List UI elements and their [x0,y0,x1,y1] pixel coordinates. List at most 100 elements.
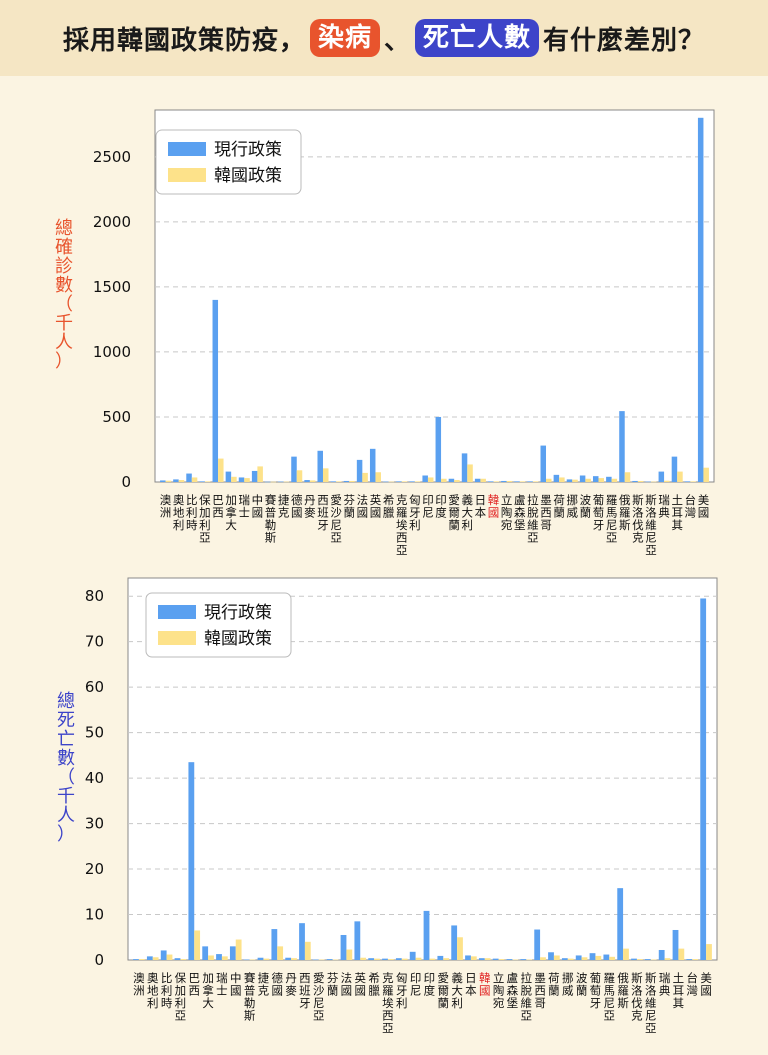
x-tick-label: 立陶宛 [501,493,513,532]
bar-korea-22 [443,958,450,960]
x-tick-label: 日本 [475,493,487,520]
bar-current-13 [312,959,319,961]
bar-current-16 [369,448,376,482]
x-tick-label: 印尼 [422,493,434,520]
x-tick-label: 日本 [465,971,477,998]
x-tick-label: 匈牙利 [409,493,421,532]
title-separator: 、 [383,25,411,56]
bar-current-7 [251,470,258,482]
x-tick-label: 斯洛伐克 [631,971,643,1023]
x-tick-label: 巴西 [189,971,201,998]
x-tick-label: 澳洲 [133,971,145,998]
x-tick-label: 韓國 [488,493,500,520]
bar-current-28 [520,959,527,960]
bar-korea-38 [664,958,671,960]
bar-current-17 [368,958,375,960]
bar-korea-31 [567,958,574,960]
x-tick-label: 奧地利 [173,493,185,532]
x-tick-label: 加拿大 [202,971,214,1010]
x-tick-label: 美國 [698,493,710,520]
bar-current-2 [160,950,167,960]
bar-current-31 [561,958,568,960]
bar-current-10 [291,456,297,482]
bar-current-26 [501,480,507,482]
bar-korea-13 [318,959,325,961]
x-tick-label: 愛爾蘭 [438,971,450,1010]
bar-current-14 [326,959,333,960]
bar-current-0 [133,959,139,960]
x-tick-label: 愛沙尼亞 [313,971,325,1023]
x-tick-label: 印尼 [410,971,422,998]
bar-current-28 [527,481,533,482]
bar-korea-25 [493,481,500,482]
bar-korea-2 [191,477,198,482]
bar-korea-31 [572,479,578,482]
bar-korea-24 [470,956,477,960]
x-tick-label: 賽普勒斯 [265,493,277,545]
x-tick-label: 斯洛維尼亞 [645,971,657,1035]
bar-current-16 [354,921,361,960]
bar-current-22 [448,478,455,482]
bar-korea-17 [374,958,380,960]
bar-korea-6 [244,478,250,482]
legend-label: 現行政策 [214,140,282,160]
x-tick-label: 德國 [291,493,303,520]
bar-korea-20 [427,477,434,482]
y-tick-label: 20 [85,860,104,878]
bar-korea-37 [650,959,657,961]
bar-korea-16 [360,957,367,960]
bar-korea-28 [532,481,539,482]
bar-korea-41 [706,944,712,960]
x-tick-label: 波蘭 [576,971,588,998]
bar-current-4 [212,299,219,482]
x-tick-label: 保加利亞 [175,971,187,1023]
bar-korea-14 [349,480,355,482]
bar-current-21 [435,416,442,482]
bar-korea-19 [401,958,408,960]
x-tick-label: 英國 [355,971,367,998]
bar-current-9 [278,481,284,483]
bar-current-13 [330,481,337,482]
bar-current-20 [409,951,416,960]
bar-korea-18 [387,959,394,960]
bar-current-5 [202,946,209,960]
bar-korea-1 [152,957,159,960]
bar-korea-6 [221,956,228,960]
x-tick-label: 丹麥 [304,493,316,520]
y-tick-label: 50 [85,724,104,742]
x-tick-label: 捷克 [278,493,290,520]
bar-korea-33 [598,478,604,482]
bar-korea-29 [546,478,552,482]
bar-current-27 [506,959,513,960]
x-tick-label: 愛爾蘭 [448,493,460,532]
title-death-badge: 死亡人數 [415,19,540,57]
bar-current-3 [199,481,205,482]
bar-korea-17 [388,481,395,483]
bar-korea-2 [166,954,173,960]
x-tick-label: 墨西哥 [540,493,552,532]
bar-current-0 [160,480,166,482]
bar-current-24 [474,478,481,482]
bar-korea-27 [519,481,526,482]
bar-current-40 [684,481,691,482]
legend-label: 現行政策 [204,603,272,623]
bar-current-40 [686,959,693,960]
bar-korea-26 [506,480,513,482]
x-tick-label: 盧森堡 [514,493,526,532]
x-tick-label: 瑞士 [216,971,228,998]
bar-korea-40 [690,481,696,482]
bar-korea-14 [332,959,339,961]
x-tick-label: 希臘 [383,493,395,520]
x-tick-label: 希臘 [368,971,380,998]
legend-label: 韓國政策 [214,166,282,186]
bar-current-19 [409,481,415,482]
x-tick-label: 保加利亞 [199,493,211,545]
x-tick-label: 西班牙 [317,493,329,532]
bar-current-41 [697,117,704,482]
bar-korea-13 [336,481,342,482]
bar-current-36 [631,958,637,960]
bar-current-32 [575,955,582,960]
y-tick-label: 70 [85,633,104,651]
bar-current-39 [671,456,678,482]
